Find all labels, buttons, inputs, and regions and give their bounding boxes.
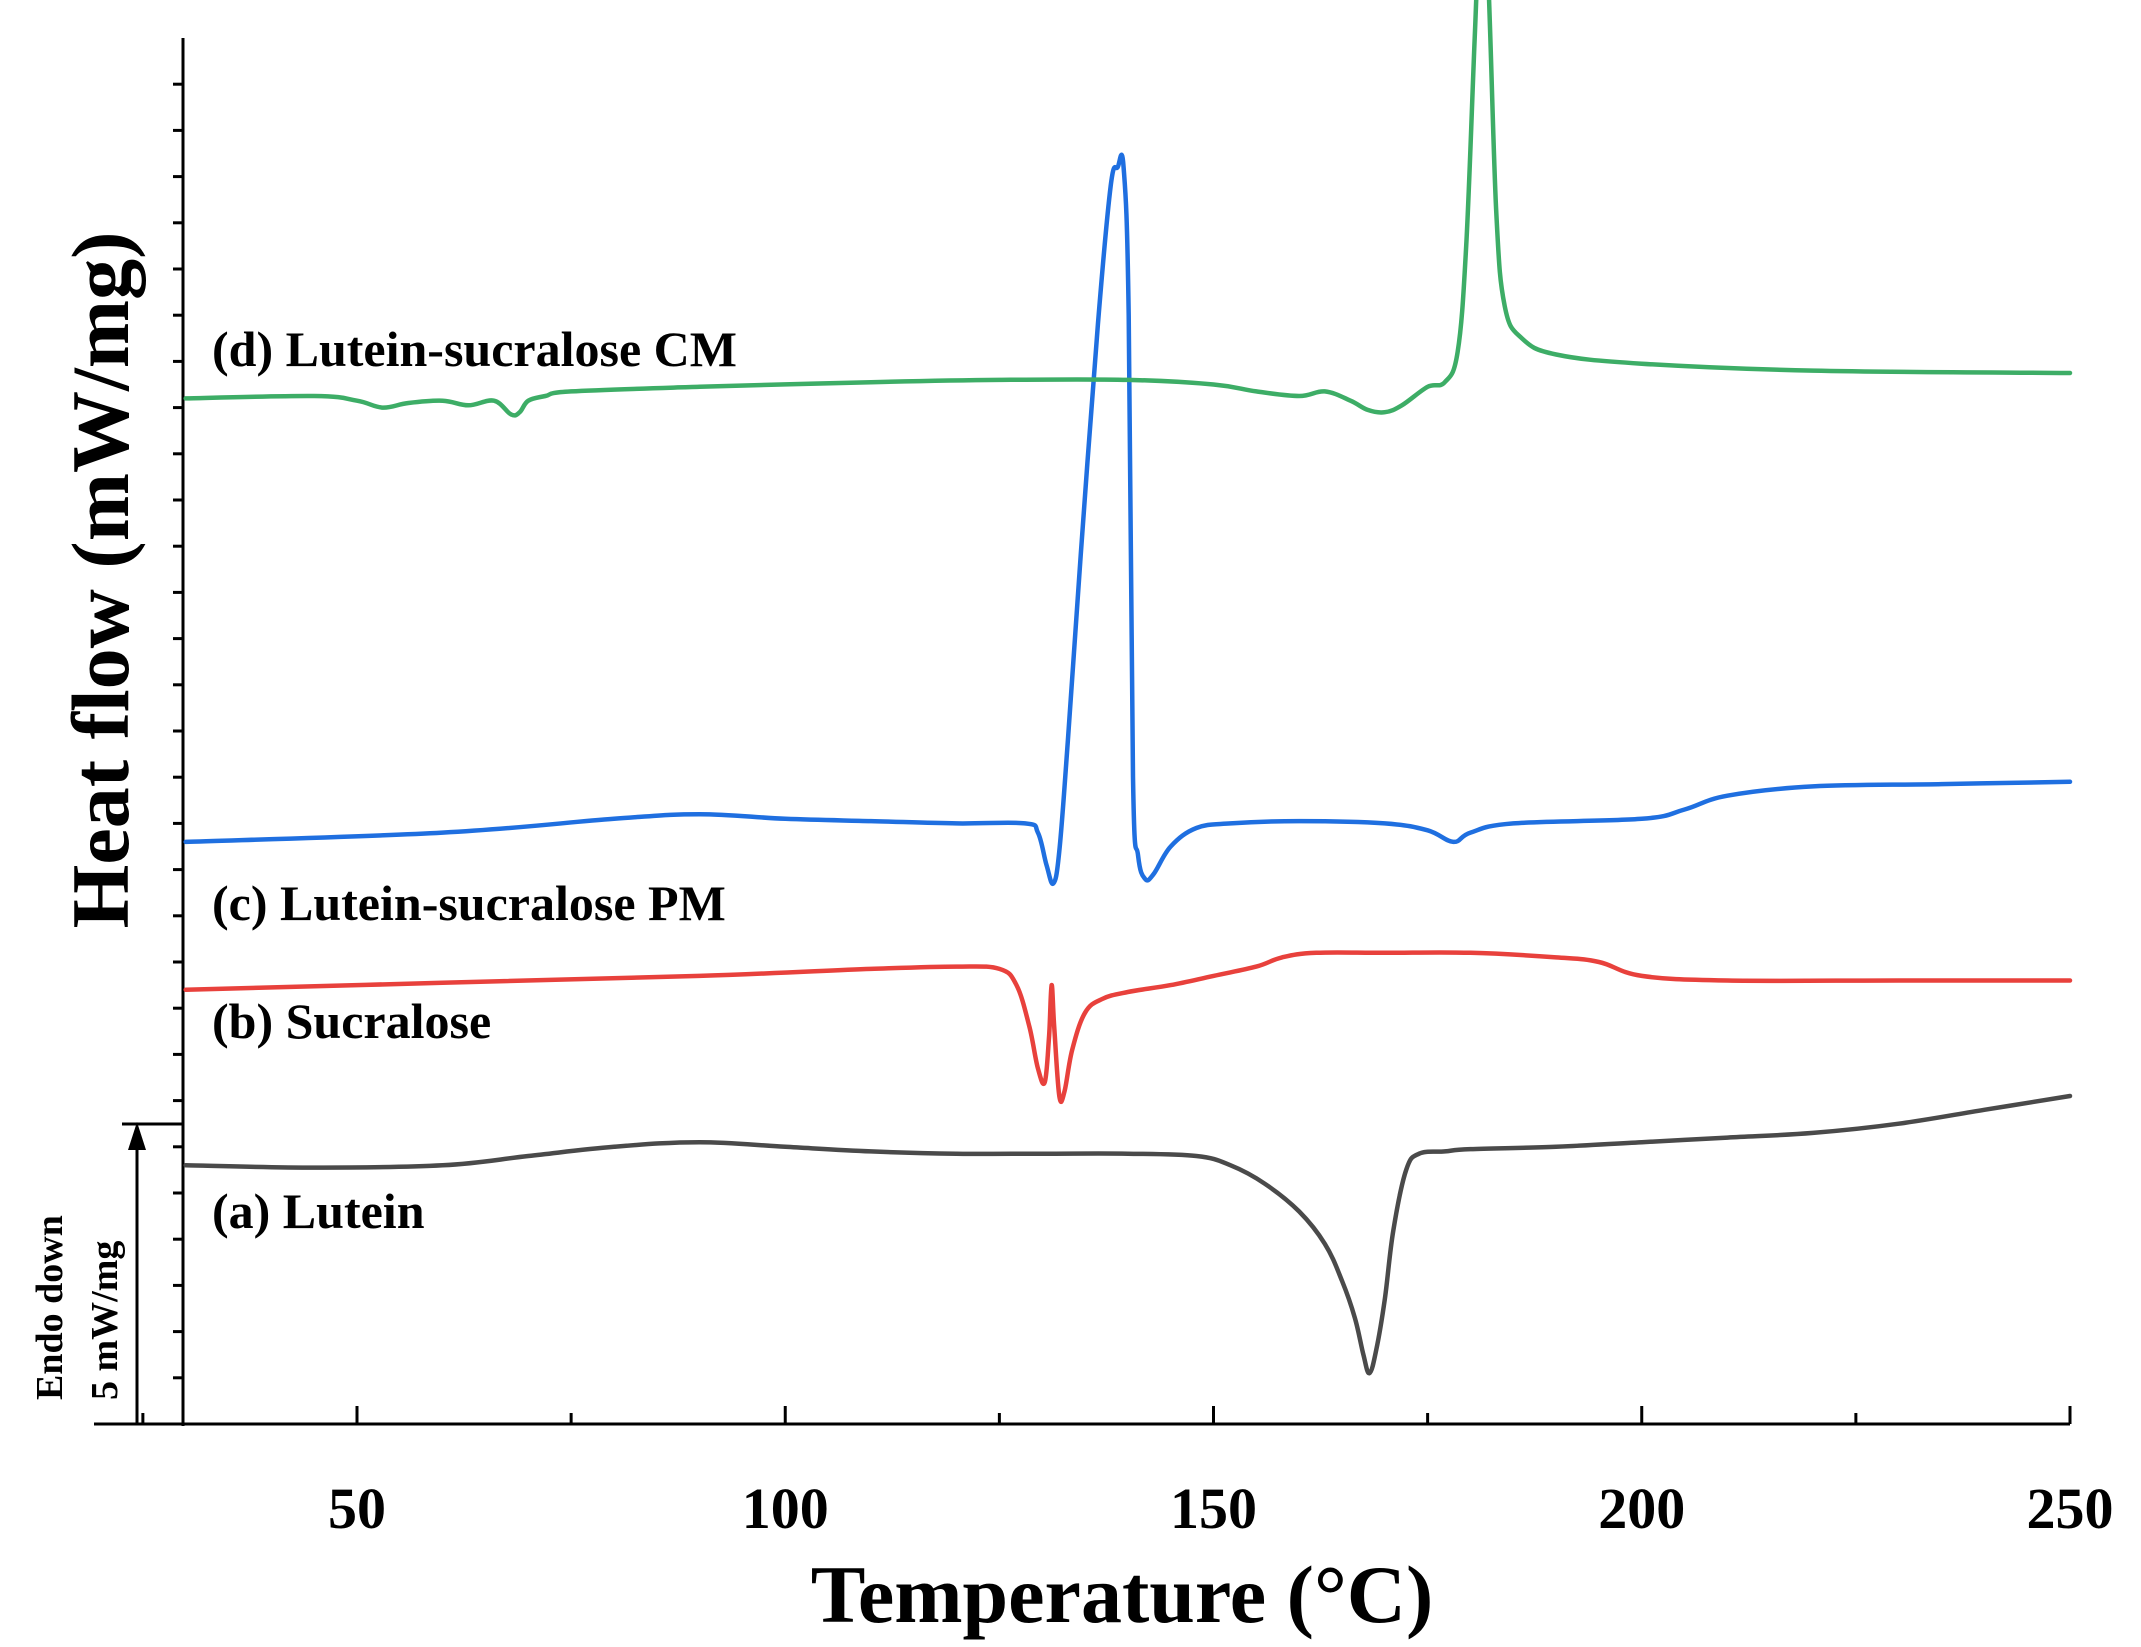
x-axis-ticks — [141, 1406, 2072, 1424]
x-tick-label: 150 — [1170, 1476, 1257, 1541]
series-line-b — [183, 950, 2073, 1105]
x-tick-label: 200 — [1598, 1476, 1685, 1541]
series-label-d: (d) Lutein-sucralose CM — [212, 321, 737, 377]
x-tick-labels: 50 100 150 200 250 — [328, 1476, 2114, 1541]
x-axis-title: Temperature (°C) — [811, 1549, 1434, 1640]
y-axis-ticks — [173, 82, 183, 1380]
series-label-c: (c) Lutein-sucralose PM — [212, 875, 726, 931]
series-label-b: (b) Sucralose — [212, 993, 491, 1049]
x-tick-label: 50 — [328, 1476, 386, 1541]
series-line-c — [183, 152, 2073, 887]
series-label-a: (a) Lutein — [212, 1183, 425, 1239]
series-curves — [183, 0, 2073, 1376]
scale-label-value: 5 mW/mg — [84, 1241, 126, 1400]
series-line-d — [183, 0, 2073, 418]
scale-label-endo: Endo down — [29, 1215, 71, 1400]
series-line-a — [183, 1093, 2073, 1376]
x-tick-label: 250 — [2027, 1476, 2114, 1541]
scale-bar-arrowhead — [128, 1122, 146, 1150]
y-axis-title: Heat flow (mW/mg) — [55, 232, 146, 929]
x-tick-label: 100 — [742, 1476, 829, 1541]
